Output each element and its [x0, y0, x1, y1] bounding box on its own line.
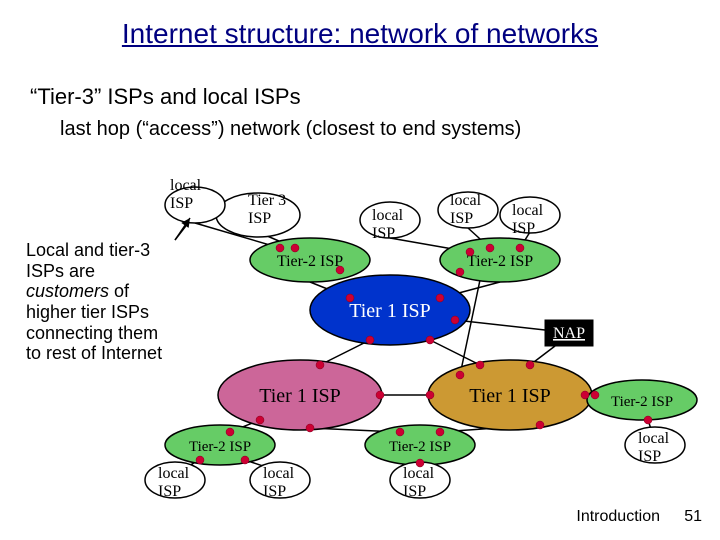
svg-text:local: local — [372, 207, 404, 224]
network-diagram: Tier 1 ISP Tier 1 ISP Tier 1 ISP Tier-2 ISP… — [0, 0, 720, 540]
svg-text:local: local — [638, 430, 670, 447]
svg-text:ISP: ISP — [170, 195, 193, 212]
svg-text:ISP: ISP — [248, 210, 271, 227]
svg-text:local: local — [158, 465, 190, 482]
svg-text:Tier 1 ISP: Tier 1 ISP — [349, 300, 431, 322]
svg-text:ISP: ISP — [263, 483, 286, 500]
svg-text:Tier 3: Tier 3 — [248, 192, 286, 209]
svg-text:local: local — [170, 177, 202, 194]
svg-text:local: local — [403, 465, 435, 482]
svg-text:local: local — [263, 465, 295, 482]
svg-text:Tier 1 ISP: Tier 1 ISP — [259, 385, 341, 407]
svg-text:ISP: ISP — [158, 483, 181, 500]
svg-text:NAP: NAP — [553, 325, 585, 342]
svg-text:ISP: ISP — [403, 483, 426, 500]
svg-text:local: local — [512, 202, 544, 219]
svg-text:Tier-2 ISP: Tier-2 ISP — [389, 439, 451, 455]
svg-text:Tier 1 ISP: Tier 1 ISP — [469, 385, 551, 407]
svg-text:Tier-2 ISP: Tier-2 ISP — [611, 394, 673, 410]
svg-text:Tier-2 ISP: Tier-2 ISP — [467, 253, 533, 270]
svg-text:ISP: ISP — [450, 210, 473, 227]
svg-text:local: local — [450, 192, 482, 209]
svg-text:ISP: ISP — [372, 225, 395, 242]
svg-text:Tier-2 ISP: Tier-2 ISP — [189, 439, 251, 455]
svg-text:ISP: ISP — [638, 448, 661, 465]
svg-text:Tier-2 ISP: Tier-2 ISP — [277, 253, 343, 270]
svg-text:ISP: ISP — [512, 220, 535, 237]
